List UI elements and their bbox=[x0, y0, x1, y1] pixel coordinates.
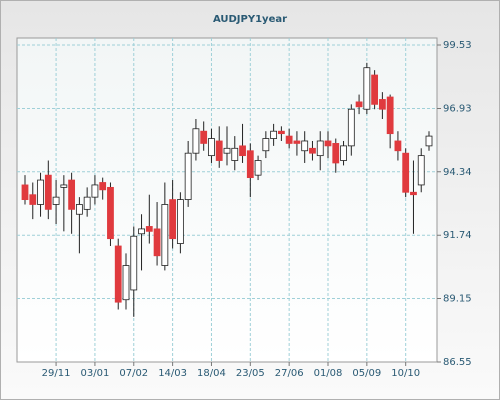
candle-body bbox=[239, 145, 246, 157]
y-tick-label: 89.15 bbox=[443, 294, 472, 305]
candle-body bbox=[99, 182, 107, 191]
candle-body bbox=[107, 186, 114, 240]
candle-body bbox=[378, 99, 386, 110]
candle-body bbox=[145, 226, 153, 232]
candle-body bbox=[340, 145, 347, 161]
candle-body bbox=[114, 245, 122, 303]
candle-body bbox=[223, 147, 231, 154]
candle-body bbox=[52, 196, 60, 205]
candle-body bbox=[153, 228, 161, 257]
candle-body bbox=[208, 138, 215, 157]
y-tick-label: 86.55 bbox=[443, 357, 472, 368]
x-tick-label: 29/11 bbox=[42, 368, 71, 379]
candle-body bbox=[410, 191, 417, 196]
candle-body bbox=[363, 67, 371, 110]
x-tick-label: 18/04 bbox=[197, 368, 226, 379]
y-tick-label: 99.53 bbox=[443, 40, 472, 51]
candle-body bbox=[355, 101, 363, 108]
x-tick-label: 03/01 bbox=[81, 368, 110, 379]
candle-body bbox=[402, 152, 410, 193]
candle-body bbox=[161, 204, 169, 266]
x-tick-label: 23/05 bbox=[236, 368, 265, 379]
candle-body bbox=[417, 155, 425, 186]
candle-body bbox=[176, 199, 184, 244]
candle-body bbox=[394, 140, 402, 152]
candle-body bbox=[332, 143, 340, 164]
candle-body bbox=[324, 140, 332, 147]
x-tick-label: 14/03 bbox=[158, 368, 187, 379]
y-tick-label: 91.74 bbox=[443, 230, 472, 241]
candle-body bbox=[231, 147, 239, 161]
y-tick-label: 94.34 bbox=[443, 167, 472, 178]
x-tick-label: 10/10 bbox=[391, 368, 420, 379]
candle-body bbox=[301, 140, 309, 152]
candle-body bbox=[347, 108, 355, 147]
candle-body bbox=[371, 74, 379, 105]
candle-body bbox=[138, 228, 145, 235]
chart-title: AUDJPY1year bbox=[213, 14, 287, 25]
candle-body bbox=[29, 194, 37, 205]
candle-body bbox=[91, 184, 99, 198]
candle-body bbox=[192, 128, 200, 154]
candle-body bbox=[200, 130, 208, 144]
candle-body bbox=[277, 130, 285, 135]
candle-body bbox=[270, 130, 278, 139]
candle-body bbox=[122, 265, 130, 301]
candle-body bbox=[37, 179, 44, 205]
candle-body bbox=[83, 196, 91, 210]
candle-body bbox=[254, 160, 262, 176]
candle-body bbox=[215, 140, 223, 161]
x-tick-label: 27/06 bbox=[275, 368, 304, 379]
x-tick-label: 05/09 bbox=[352, 368, 381, 379]
candle-body bbox=[285, 135, 293, 144]
candle-body bbox=[386, 96, 394, 135]
candle-body bbox=[293, 140, 301, 144]
candle-body bbox=[184, 152, 192, 200]
y-tick-label: 96.93 bbox=[443, 103, 472, 114]
candle-body bbox=[316, 140, 324, 157]
candle-body bbox=[309, 147, 316, 154]
candle-body bbox=[75, 204, 83, 215]
candle-body bbox=[68, 179, 76, 210]
candle-body bbox=[130, 235, 138, 291]
candle-body bbox=[169, 199, 177, 240]
x-tick-label: 01/08 bbox=[314, 368, 343, 379]
candle-body bbox=[246, 150, 254, 179]
candle-body bbox=[425, 135, 433, 147]
candle-body bbox=[21, 184, 29, 200]
candle-body bbox=[60, 184, 68, 188]
candle-body bbox=[44, 174, 52, 210]
candle-body bbox=[262, 138, 270, 152]
x-tick-label: 07/02 bbox=[119, 368, 148, 379]
